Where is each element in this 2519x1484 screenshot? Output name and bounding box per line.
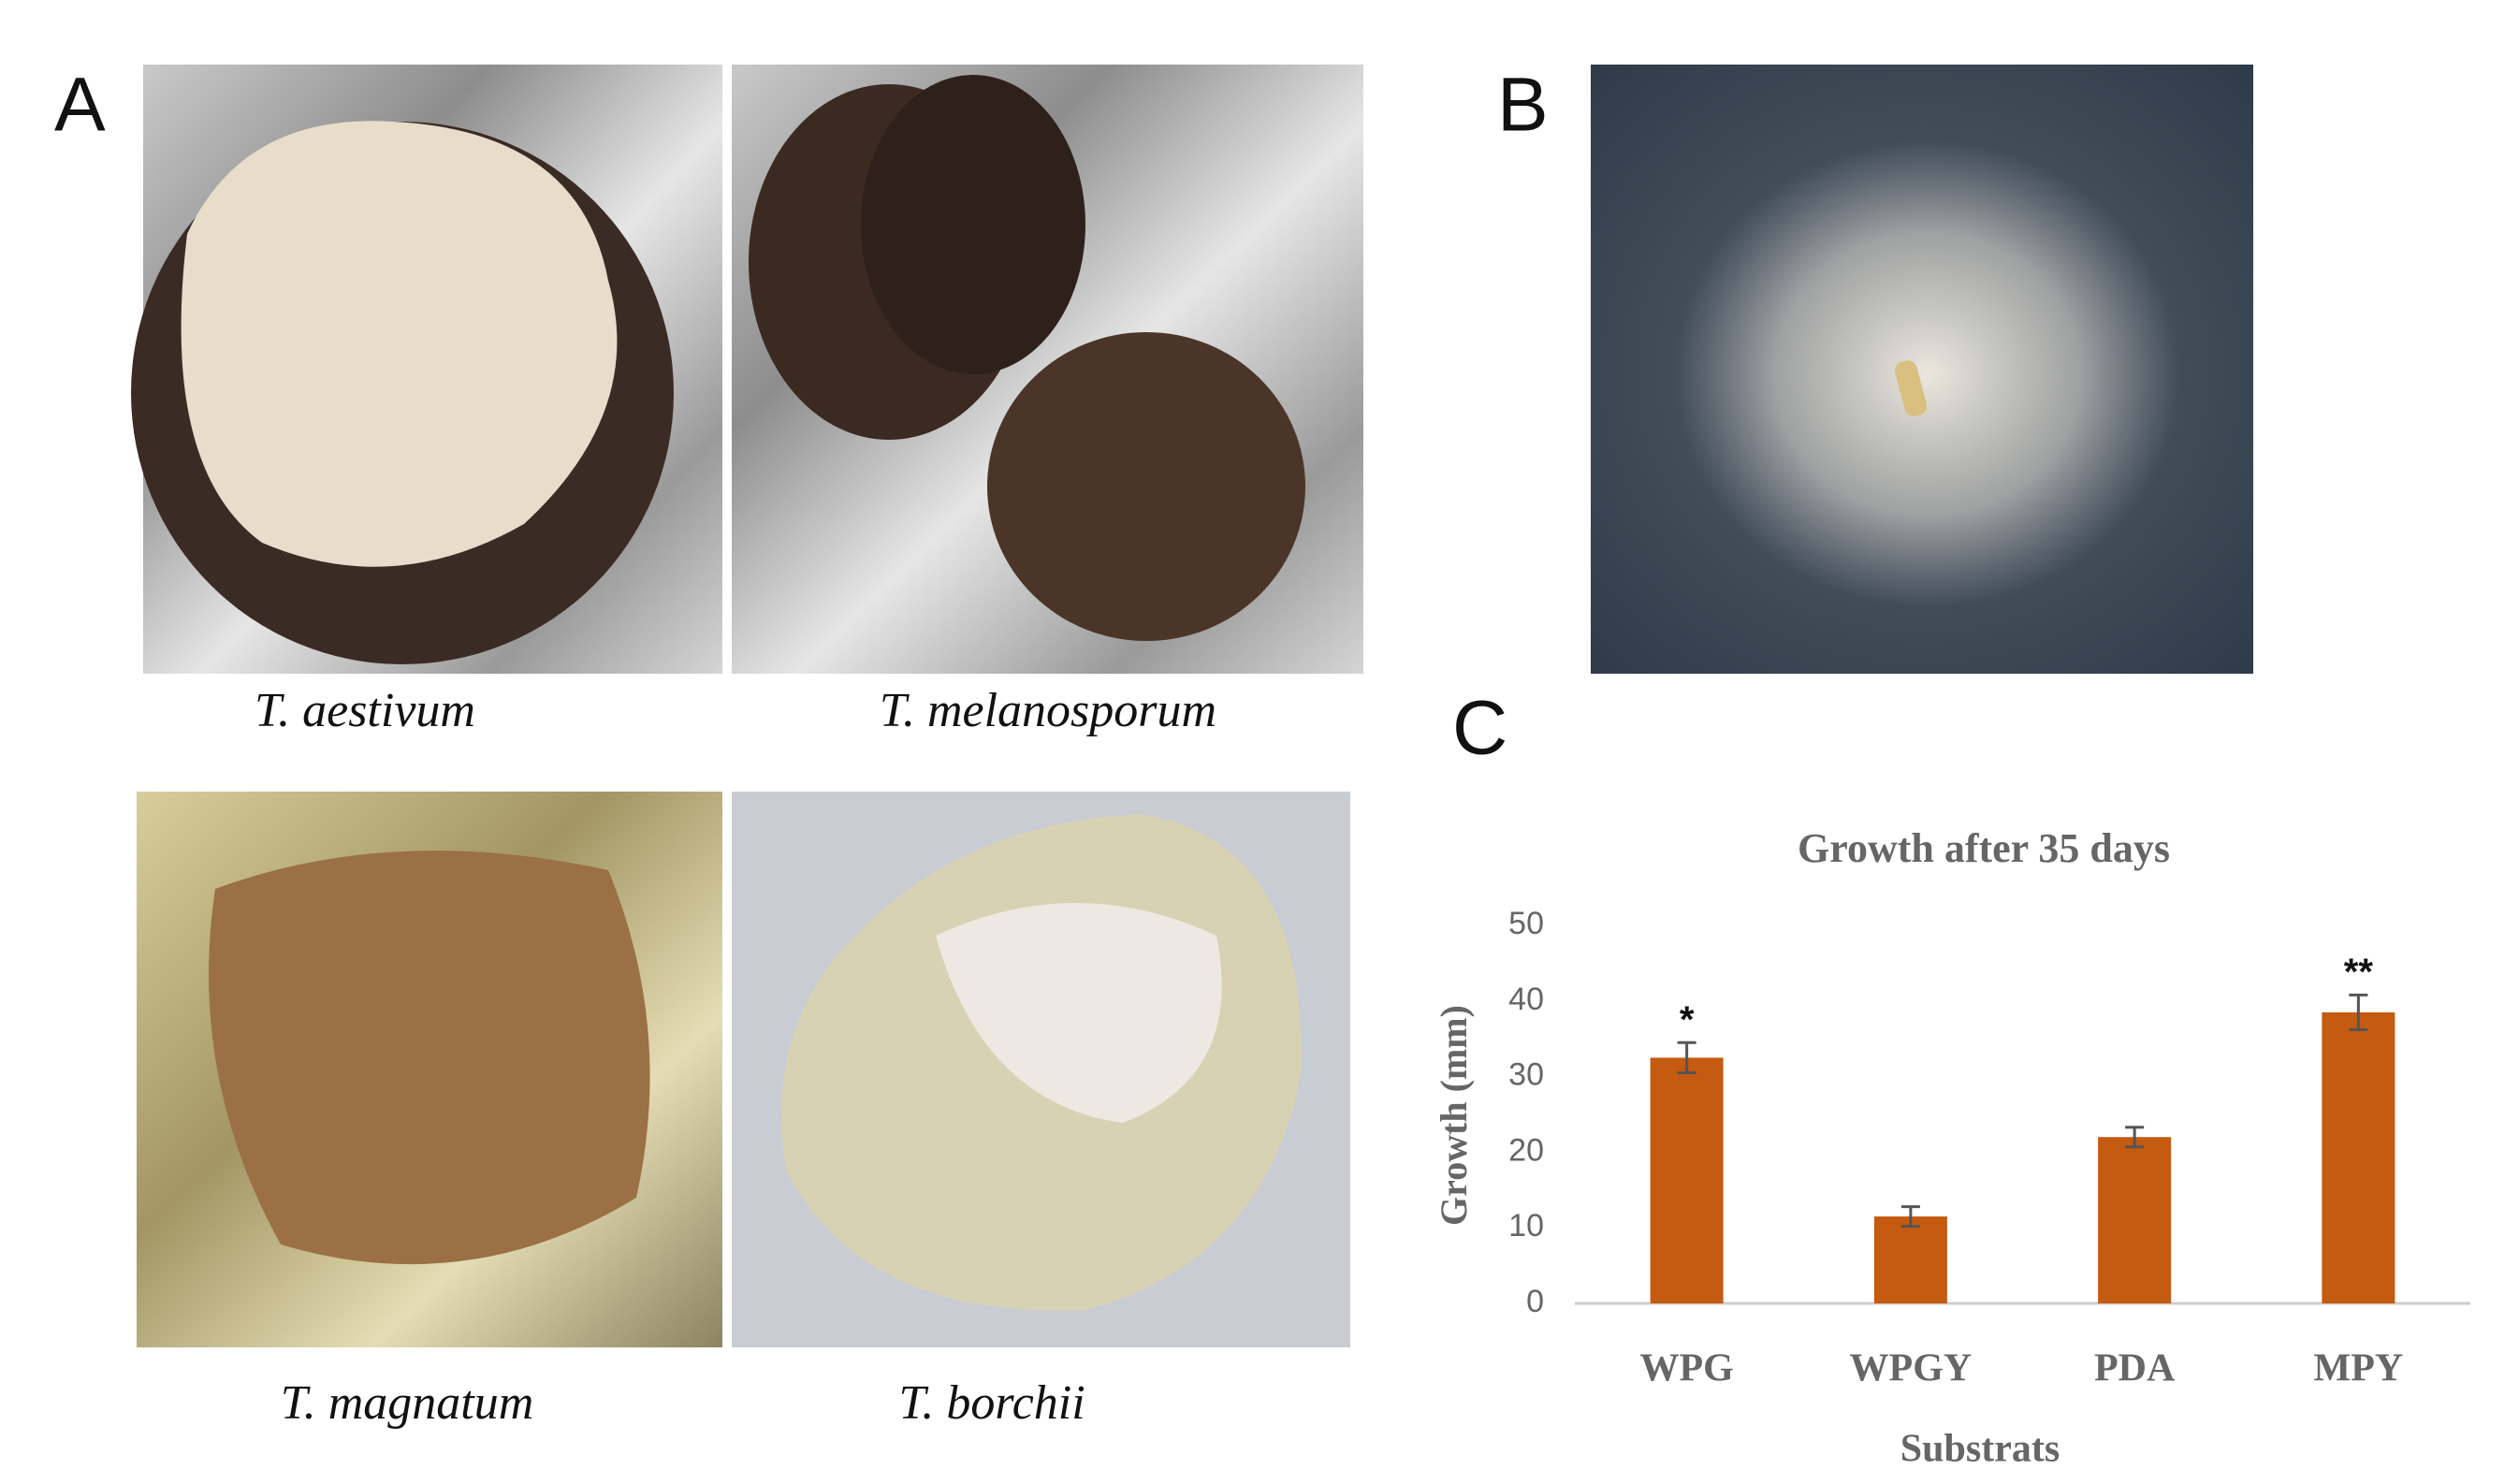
panel-label: B <box>1497 63 1549 148</box>
error-bar <box>1900 1205 1920 1229</box>
photo-caption: T. borchii <box>898 1376 1085 1430</box>
bar <box>2322 1011 2395 1303</box>
y-tick-label: 50 <box>1508 906 1544 941</box>
photo-caption: T. magnatum <box>281 1376 534 1430</box>
photo-caption: T. aestivum <box>255 684 475 737</box>
photo-caption: T. melanosporum <box>880 684 1216 737</box>
y-tick-label: 30 <box>1508 1057 1544 1093</box>
error-bar <box>2349 993 2368 1031</box>
y-tick-label: 40 <box>1508 982 1544 1017</box>
photo-melanosporum <box>732 65 1363 674</box>
y-axis-label: Growth (mm) <box>1433 1005 1475 1226</box>
x-tick-label: MPY <box>2314 1347 2404 1390</box>
significance-label: * <box>1680 999 1695 1040</box>
bar <box>1873 1216 1947 1303</box>
x-tick-label: PDA <box>2094 1347 2176 1390</box>
chart-title: Growth after 35 days <box>1798 825 2170 871</box>
photo-magnatum <box>137 792 722 1347</box>
bar <box>2098 1137 2172 1303</box>
y-tick-label: 0 <box>1526 1284 1544 1319</box>
x-tick-label: WPG <box>1639 1347 1733 1390</box>
y-tick-label: 20 <box>1508 1132 1544 1168</box>
x-tick-label: WPGY <box>1850 1347 1973 1390</box>
photo-borchii <box>732 792 1350 1347</box>
bar <box>1650 1057 1724 1303</box>
error-bar <box>2125 1126 2145 1149</box>
panel-label: C <box>1452 686 1507 771</box>
panel-label: A <box>54 63 106 148</box>
photo-aestivum <box>131 65 722 674</box>
x-axis-label: Substrats <box>1900 1428 2060 1471</box>
y-tick-label: 10 <box>1508 1208 1544 1244</box>
significance-label: ** <box>2344 952 2374 993</box>
photo-culture <box>1591 65 2253 674</box>
error-bar <box>1677 1040 1696 1075</box>
